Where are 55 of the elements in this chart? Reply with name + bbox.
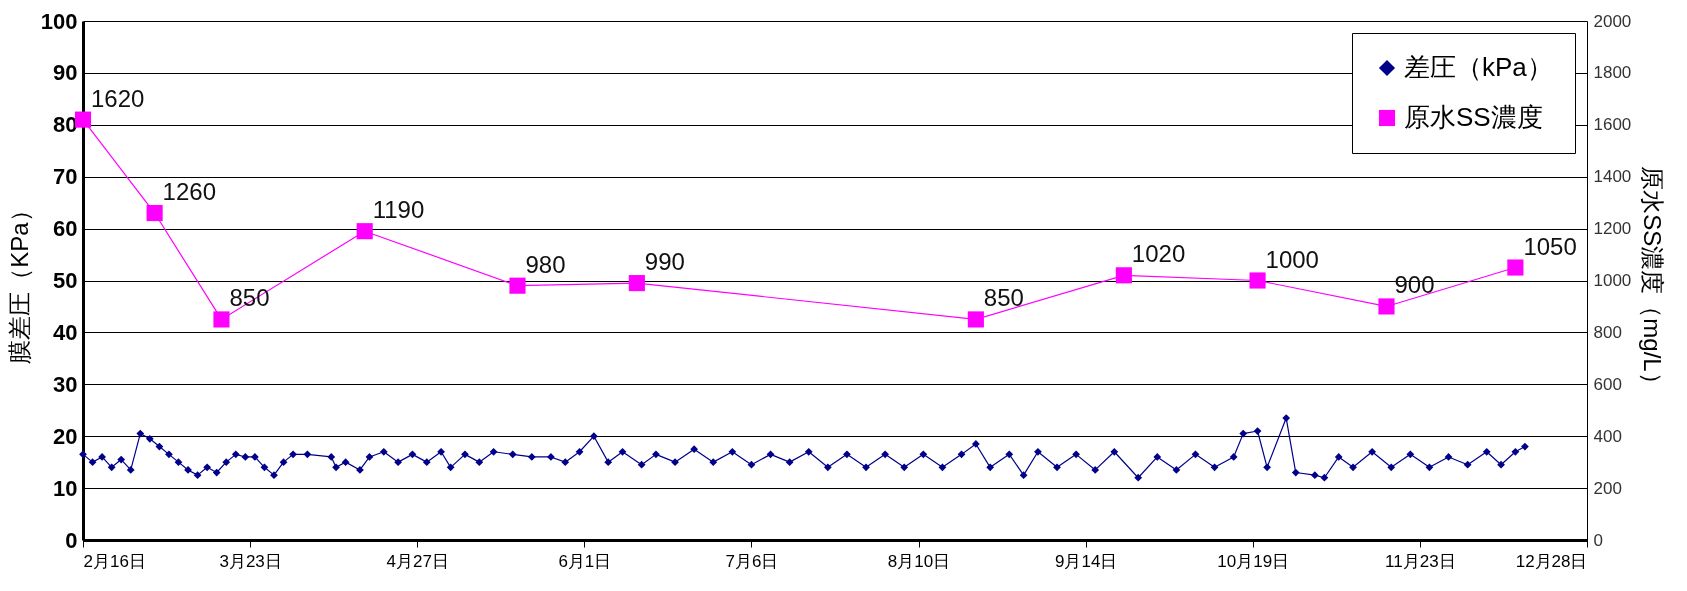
x-tick-label: 2月16日	[83, 551, 146, 571]
y-tick-label: 30	[53, 371, 78, 397]
legend-label: 差圧（kPa）	[1404, 52, 1553, 82]
y-axis-title: 膜差圧（KPa）	[5, 198, 33, 364]
y2-tick-label: 200	[1593, 478, 1622, 498]
point	[628, 275, 645, 292]
x-tick-label: 4月27日	[386, 551, 449, 571]
y-tick-label: 0	[65, 527, 78, 553]
data-label: 1050	[1523, 232, 1577, 260]
x-tick-label: 7月6日	[725, 551, 779, 571]
y-tick-label: 90	[53, 60, 78, 86]
y-tick-label: 70	[53, 164, 78, 190]
y-tick-label: 50	[53, 268, 78, 293]
point	[1507, 259, 1524, 276]
x-tick-label: 9月14日	[1054, 551, 1118, 571]
x-tick-label: 10月19日	[1217, 551, 1290, 571]
y2-tick-label: 1400	[1593, 167, 1632, 187]
data-label: 1020	[1131, 240, 1186, 268]
x-tick-label: 12月28日	[1515, 551, 1588, 571]
y2-tick-label: 800	[1593, 322, 1622, 342]
y2-tick-label: 0	[1593, 530, 1603, 550]
y2-tick-label: 600	[1593, 374, 1622, 394]
data-label: 980	[525, 250, 566, 278]
y2-tick-label: 2000	[1593, 11, 1632, 31]
y-tick-label: 60	[53, 216, 78, 242]
y2-tick-label: 1800	[1593, 63, 1632, 83]
legend-label: 原水SS濃度	[1404, 102, 1543, 132]
data-label: 1260	[162, 178, 217, 206]
y-tick-label: 20	[53, 423, 78, 449]
y-tick-label: 10	[53, 475, 78, 501]
point	[356, 223, 373, 240]
y2-tick-label: 1600	[1593, 115, 1632, 135]
y-tick-label: 80	[53, 112, 78, 138]
point	[146, 204, 163, 222]
point	[1115, 267, 1132, 284]
y-tick-label: 100	[40, 8, 78, 34]
data-label: 850	[983, 284, 1024, 312]
point	[1249, 272, 1266, 289]
data-label: 1190	[372, 196, 425, 224]
y2-tick-label: 1200	[1593, 219, 1632, 239]
x-tick-label: 6月1日	[558, 551, 612, 571]
x-tick-label: 11月23日	[1385, 551, 1456, 571]
data-label: 1000	[1265, 245, 1319, 273]
data-label: 1620	[91, 84, 145, 112]
point	[213, 311, 230, 328]
x-tick-label: 8月10日	[887, 551, 951, 571]
data-label: 990	[644, 248, 685, 276]
x-tick-label: 3月23日	[219, 551, 282, 571]
point	[967, 311, 984, 328]
point	[1378, 298, 1395, 315]
y2-axis-title: 原水SS濃度（mg/L）	[1639, 166, 1667, 396]
point	[509, 277, 526, 294]
y2-tick-label: 400	[1593, 426, 1622, 446]
y2-tick-label: 1000	[1593, 271, 1632, 290]
y-tick-label: 40	[53, 319, 78, 345]
